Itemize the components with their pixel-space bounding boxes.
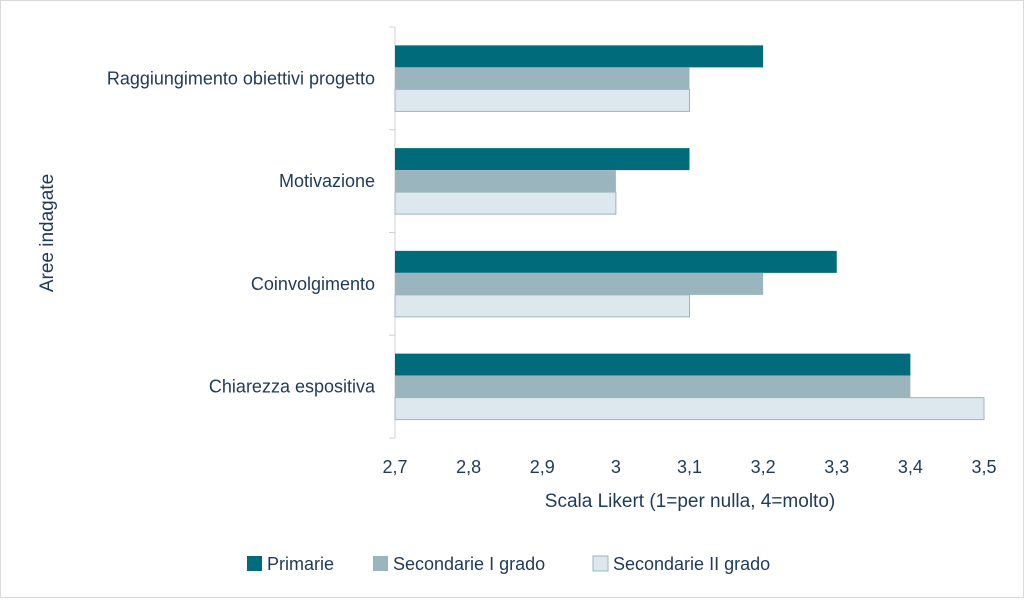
legend-label: Primarie [267,554,334,574]
bar [394,191,617,215]
bar [395,353,911,376]
x-tick-label: 3,2 [751,457,776,477]
bar [394,397,985,421]
x-tick-label: 3,3 [824,457,849,477]
y-axis-title: Aree indagate [37,174,58,292]
bars [394,45,985,421]
axes [389,26,396,439]
category-label: Chiarezza espositiva [209,377,376,397]
x-axis-title: Scala Likert (1=per nulla, 4=molto) [545,491,835,512]
x-tick-label: 3,5 [971,457,996,477]
x-tick-label: 3 [611,457,621,477]
bar [395,148,690,171]
x-tick-label: 2,9 [530,457,555,477]
x-tick-label: 2,8 [456,457,481,477]
x-tick-label: 2,7 [382,457,407,477]
legend-swatch [592,555,609,572]
bar [394,88,690,112]
bar [395,375,911,398]
x-tick-label: 3,4 [898,457,923,477]
bar [395,170,616,193]
bar [394,294,690,318]
labels: 2,7 2,8 2,9 3 3,1 3,2 3,3 3,4 3,5 Raggiungimento … [107,68,997,477]
bar [395,272,764,295]
category-label: Motivazione [279,171,375,191]
legend-swatch [247,556,262,571]
category-label: Raggiungimento obiettivi progetto [107,68,375,88]
legend-swatch [373,556,388,571]
legend-label: Secondarie II grado [613,554,770,574]
category-label: Coinvolgimento [251,274,375,294]
bar [395,67,690,90]
bar [395,45,764,68]
legend-label: Secondarie I grado [393,554,545,574]
legend: Primarie Secondarie I grado Secondarie II … [247,554,770,574]
bar [395,250,837,273]
x-tick-label: 3,1 [677,457,702,477]
